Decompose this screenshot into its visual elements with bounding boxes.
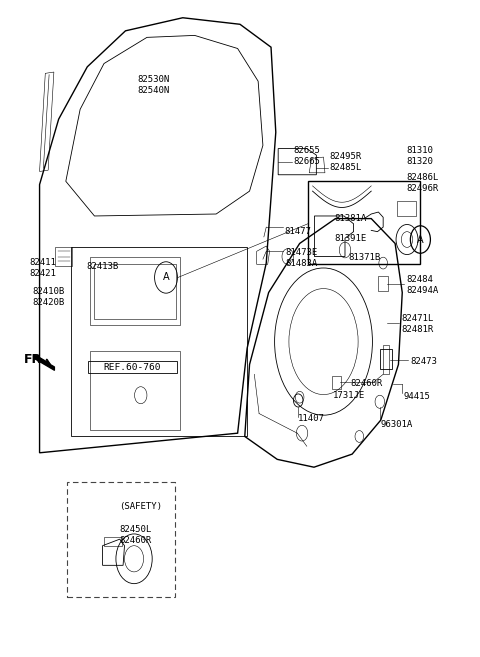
Text: 82484
82494A: 82484 82494A <box>406 275 438 295</box>
Text: 11407: 11407 <box>298 414 325 422</box>
Text: 94415: 94415 <box>404 392 431 401</box>
Text: REF.60-760: REF.60-760 <box>104 363 161 372</box>
Text: 82473: 82473 <box>411 357 438 366</box>
Text: 81381A: 81381A <box>335 214 367 223</box>
Circle shape <box>355 430 364 442</box>
Text: (SAFETY): (SAFETY) <box>119 502 162 511</box>
Text: 96301A: 96301A <box>381 420 413 429</box>
Text: 82450L
82460R: 82450L 82460R <box>119 524 152 545</box>
Text: 82495R
82485L: 82495R 82485L <box>330 152 362 171</box>
Text: 82413B: 82413B <box>86 262 119 271</box>
Circle shape <box>379 257 387 269</box>
Text: 81371B: 81371B <box>349 254 381 262</box>
Text: 81310
81320: 81310 81320 <box>406 147 433 166</box>
Text: 82471L
82481R: 82471L 82481R <box>401 314 433 334</box>
Text: FR.: FR. <box>24 353 48 366</box>
Text: 81391E: 81391E <box>335 235 367 243</box>
Text: 81477: 81477 <box>284 227 311 236</box>
Text: 82486L
82496R: 82486L 82496R <box>406 173 438 193</box>
Text: 81473E
81483A: 81473E 81483A <box>285 248 318 268</box>
Text: 82411
82421: 82411 82421 <box>29 258 56 279</box>
Text: 82410B
82420B: 82410B 82420B <box>33 287 65 307</box>
Text: A: A <box>417 235 424 244</box>
Text: 82655
82665: 82655 82665 <box>293 146 320 166</box>
Circle shape <box>295 392 304 403</box>
Text: 1731JE: 1731JE <box>333 391 365 399</box>
Text: 82460R: 82460R <box>351 379 383 388</box>
Text: A: A <box>163 273 169 283</box>
Text: 82530N
82540N: 82530N 82540N <box>137 75 169 95</box>
